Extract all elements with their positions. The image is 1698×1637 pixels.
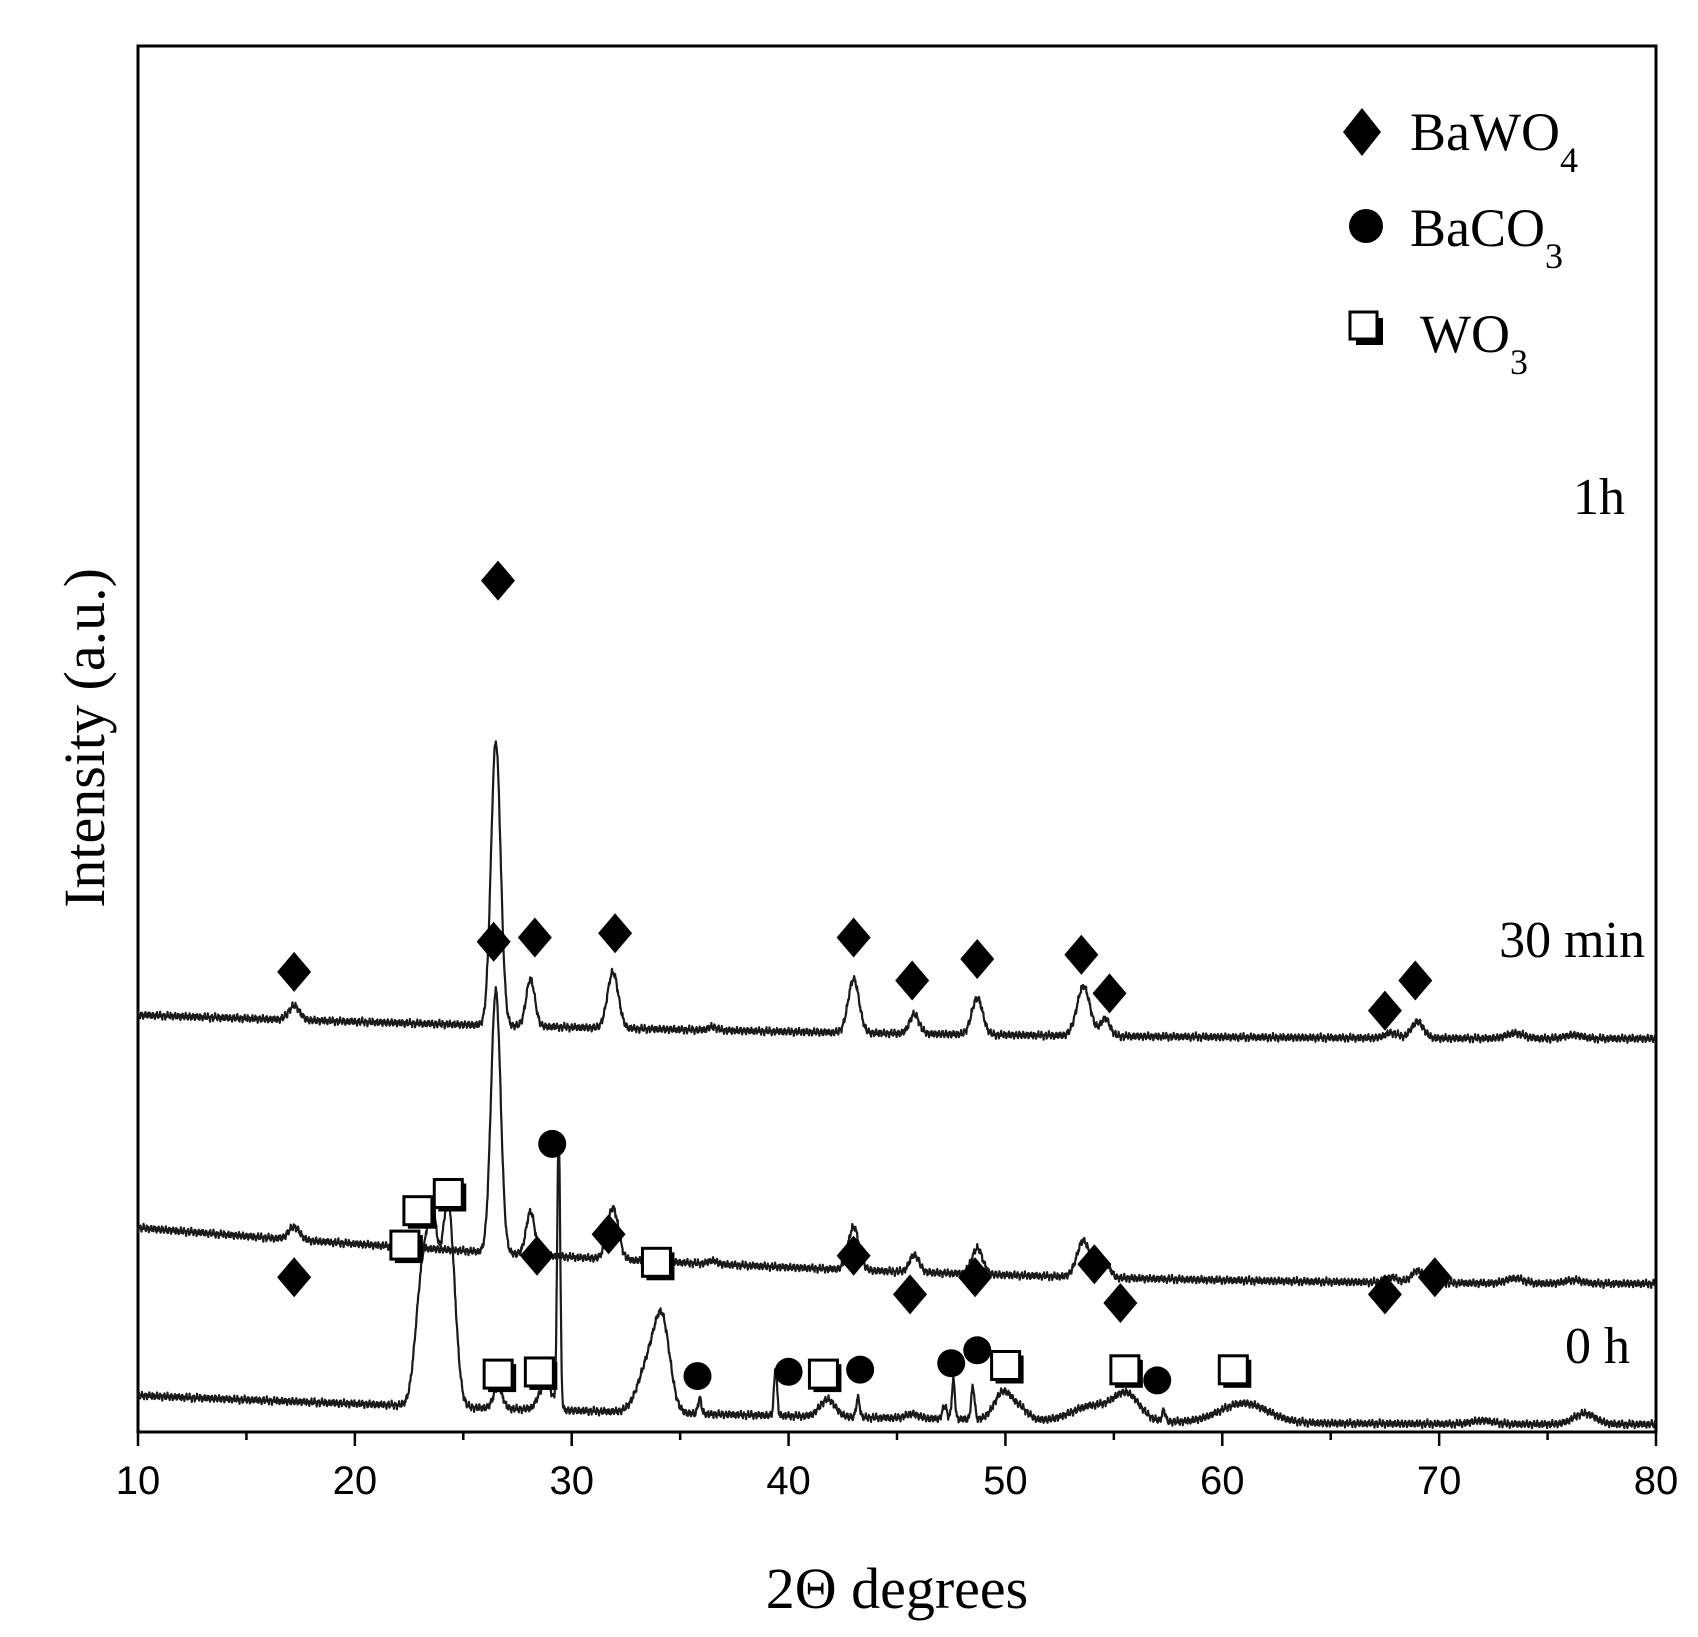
wo3-square-marker: [990, 1350, 1024, 1384]
wo3-square-marker: [389, 1229, 423, 1264]
trace-1h: [136, 740, 1657, 1044]
wo3-square-marker: [1109, 1354, 1143, 1388]
legend: BaWO4 BaCO3 WO3: [1343, 102, 1578, 382]
legend-sub-baco3: 3: [1545, 236, 1563, 276]
wo3-square-marker: [432, 1178, 467, 1212]
bawo4-diamond-marker: [958, 1257, 993, 1298]
bawo4-diamond-marker: [1367, 990, 1402, 1031]
wo3-square-marker: [482, 1358, 517, 1393]
bawo4-diamond-marker: [895, 960, 930, 1001]
series-label-0-h: 0 h: [1565, 1318, 1630, 1375]
bawo4-diamond-marker: [1103, 1283, 1138, 1323]
legend-item-bawo4: BaWO4: [1410, 102, 1578, 180]
series-label-30-min: 30 min: [1499, 912, 1645, 969]
legend-sub-bawo4: 4: [1560, 140, 1578, 180]
trace-0-h: [136, 1132, 1657, 1430]
bawo4-diamond-marker: [277, 951, 312, 992]
bawo4-diamond-marker: [1398, 960, 1433, 1001]
x-tick-label: 70: [1417, 1459, 1462, 1503]
x-tick-label: 80: [1634, 1459, 1679, 1503]
bawo4-diamond-marker: [893, 1274, 928, 1315]
series-label-1h: 1h: [1573, 469, 1625, 526]
bawo4-diamond-marker: [1092, 973, 1127, 1014]
baco3-circle-marker: [963, 1336, 992, 1365]
wo3-square-marker: [402, 1195, 436, 1229]
bawo4-diamond-marker: [1367, 1274, 1402, 1315]
bawo4-diamond-marker: [520, 1235, 555, 1276]
bawo4-diamond-marker: [598, 913, 633, 954]
x-tick-label: 10: [116, 1459, 161, 1503]
y-axis-title: Intensity (a.u.): [52, 568, 117, 908]
bawo4-diamond-marker: [517, 917, 552, 958]
legend-diamond-icon: [1343, 108, 1381, 156]
x-axis-title: 2Θ degrees: [766, 1556, 1029, 1621]
bawo4-diamond-marker: [836, 917, 871, 958]
bawo4-diamond-marker: [836, 1235, 871, 1276]
x-tick-label: 60: [1200, 1459, 1245, 1503]
bawo4-diamond-marker: [1417, 1257, 1452, 1298]
x-axis-ticks: 10 20 30 40 50 60 70 80: [116, 1432, 1679, 1503]
x-tick-label: 40: [766, 1459, 811, 1503]
legend-label-bawo4: BaWO: [1410, 102, 1560, 162]
wo3-square-marker: [523, 1356, 558, 1390]
bawo4-diamond-marker: [591, 1214, 626, 1255]
legend-label-wo3: WO: [1420, 304, 1510, 364]
wo3-square-marker: [807, 1358, 842, 1393]
wo3-square-marker: [1217, 1354, 1252, 1388]
bawo4-diamond-marker: [277, 1257, 312, 1298]
bawo4-diamond-marker: [1064, 934, 1099, 975]
baco3-circle-marker: [774, 1357, 803, 1386]
phase-markers: [277, 560, 1452, 1395]
bawo4-diamond-marker: [476, 921, 511, 962]
legend-item-baco3: BaCO3: [1410, 198, 1563, 276]
bawo4-diamond-marker: [480, 560, 515, 601]
legend-item-wo3: WO3: [1420, 304, 1528, 382]
legend-sub-wo3: 3: [1510, 342, 1528, 382]
x-tick-label: 50: [983, 1459, 1028, 1503]
baco3-circle-marker: [846, 1355, 875, 1384]
bawo4-diamond-marker: [960, 939, 995, 979]
x-tick-label: 20: [333, 1459, 378, 1503]
legend-circle-icon: [1349, 209, 1383, 243]
baco3-circle-marker: [683, 1362, 712, 1391]
legend-label-baco3: BaCO: [1410, 198, 1545, 258]
wo3-square-marker: [640, 1246, 675, 1281]
legend-square-icon: [1348, 310, 1383, 345]
baco3-circle-marker: [1143, 1366, 1172, 1395]
x-tick-label: 30: [549, 1459, 594, 1503]
bawo4-diamond-marker: [1077, 1244, 1112, 1285]
baco3-circle-marker: [937, 1349, 966, 1378]
baco3-circle-marker: [538, 1129, 567, 1158]
series-labels: 1h 30 min 0 h: [1499, 469, 1645, 1375]
